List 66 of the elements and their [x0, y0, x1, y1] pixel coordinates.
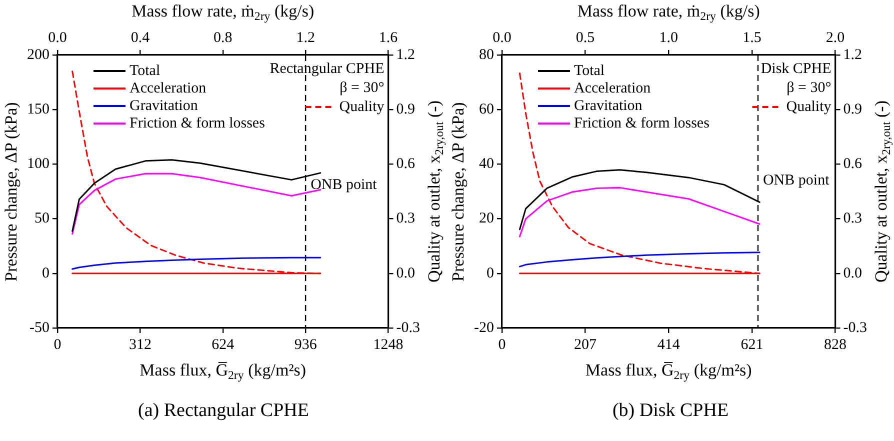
- legend-label: Acceleration: [574, 80, 652, 96]
- y-tick-label: 150: [27, 102, 50, 118]
- x-tick-label: 0: [498, 336, 506, 353]
- annotation: β = 30°: [786, 80, 832, 96]
- x-tick-label: 936: [294, 336, 318, 353]
- x2-tick-label: 0.0: [48, 30, 67, 46]
- y-tick-label: 20: [478, 210, 494, 227]
- y2-tick-label: 0.9: [843, 102, 862, 118]
- legend-label: Friction & form losses: [130, 115, 266, 132]
- y-tick-label: 0: [42, 265, 50, 282]
- x-tick-label: 0: [54, 336, 62, 353]
- x2-tick-label: 0.4: [130, 30, 150, 46]
- annotation: ONB point: [310, 176, 378, 193]
- y2-axis-title: Quality at outlet, x2ry,out (-): [871, 100, 894, 282]
- x-tick-label: 414: [657, 336, 680, 353]
- y-axis-title: Pressure change, ΔP (kPa): [448, 102, 468, 282]
- y-tick-label: 200: [27, 46, 50, 63]
- x2-tick-label: 1.0: [659, 30, 678, 46]
- annotation: ONB point: [762, 172, 830, 189]
- x2-tick-label: 1.2: [296, 30, 315, 46]
- x-tick-label: 624: [212, 336, 235, 353]
- legend-label: Total: [574, 62, 605, 79]
- y-tick-label: 60: [478, 102, 494, 118]
- x-tick-label: 621: [740, 336, 764, 353]
- annotation: β = 30°: [340, 80, 384, 96]
- x-tick-label: 1248: [373, 336, 404, 353]
- y-tick-label: -20: [474, 320, 494, 336]
- legend-label: Total: [130, 62, 160, 79]
- y-tick-label: 40: [478, 156, 494, 172]
- y2-tick-label: 0.9: [396, 102, 416, 118]
- y-tick-label: 0: [486, 265, 494, 282]
- y2-tick-label: 1.2: [396, 46, 416, 63]
- legend-label: Gravitation: [574, 98, 643, 114]
- y2-tick-label: 0.0: [396, 265, 416, 282]
- x-tick-label: 207: [574, 336, 598, 353]
- y2-tick-label: 0.0: [843, 265, 862, 282]
- y2-tick-label: -0.3: [396, 320, 420, 336]
- x2-tick-label: 2.0: [826, 30, 845, 46]
- legend-label: Acceleration: [130, 80, 207, 96]
- x2-tick-label: 0.8: [214, 30, 232, 46]
- legend-label: Quality: [339, 98, 385, 115]
- y-axis-title: Pressure change, ΔP (kPa): [1, 102, 20, 282]
- annotation: Disk CPHE: [760, 60, 832, 77]
- text: (b) Disk CPHE: [611, 400, 730, 422]
- y2-tick-label: 0.3: [396, 210, 416, 227]
- y2-tick-label: -0.3: [843, 320, 868, 336]
- y-tick-label: 100: [27, 156, 50, 172]
- x2-tick-label: 1.5: [742, 30, 762, 46]
- y2-tick-label: 0.6: [843, 156, 863, 172]
- x-tick-label: 312: [128, 336, 152, 353]
- x2-tick-label: 0.5: [576, 30, 595, 46]
- x-tick-label: 828: [824, 336, 847, 353]
- y-tick-label: 80: [478, 46, 494, 63]
- text: (a) Rectangular CPHE: [137, 400, 310, 422]
- y2-tick-label: 0.3: [843, 210, 862, 227]
- y-tick-label: 50: [34, 210, 50, 227]
- x2-tick-label: 0.0: [492, 30, 512, 46]
- y2-tick-label: 0.6: [396, 156, 416, 172]
- legend-label: Gravitation: [130, 98, 198, 114]
- y2-axis-title: Quality at outlet, x2ry,out (-): [424, 100, 446, 282]
- annotation: Rectangular CPHE: [270, 60, 384, 77]
- y2-tick-label: 1.2: [843, 46, 862, 63]
- legend-label: Quality: [786, 98, 832, 115]
- legend-label: Friction & form losses: [574, 115, 710, 132]
- x2-tick-label: 1.6: [378, 30, 398, 46]
- y-tick-label: -50: [30, 320, 50, 336]
